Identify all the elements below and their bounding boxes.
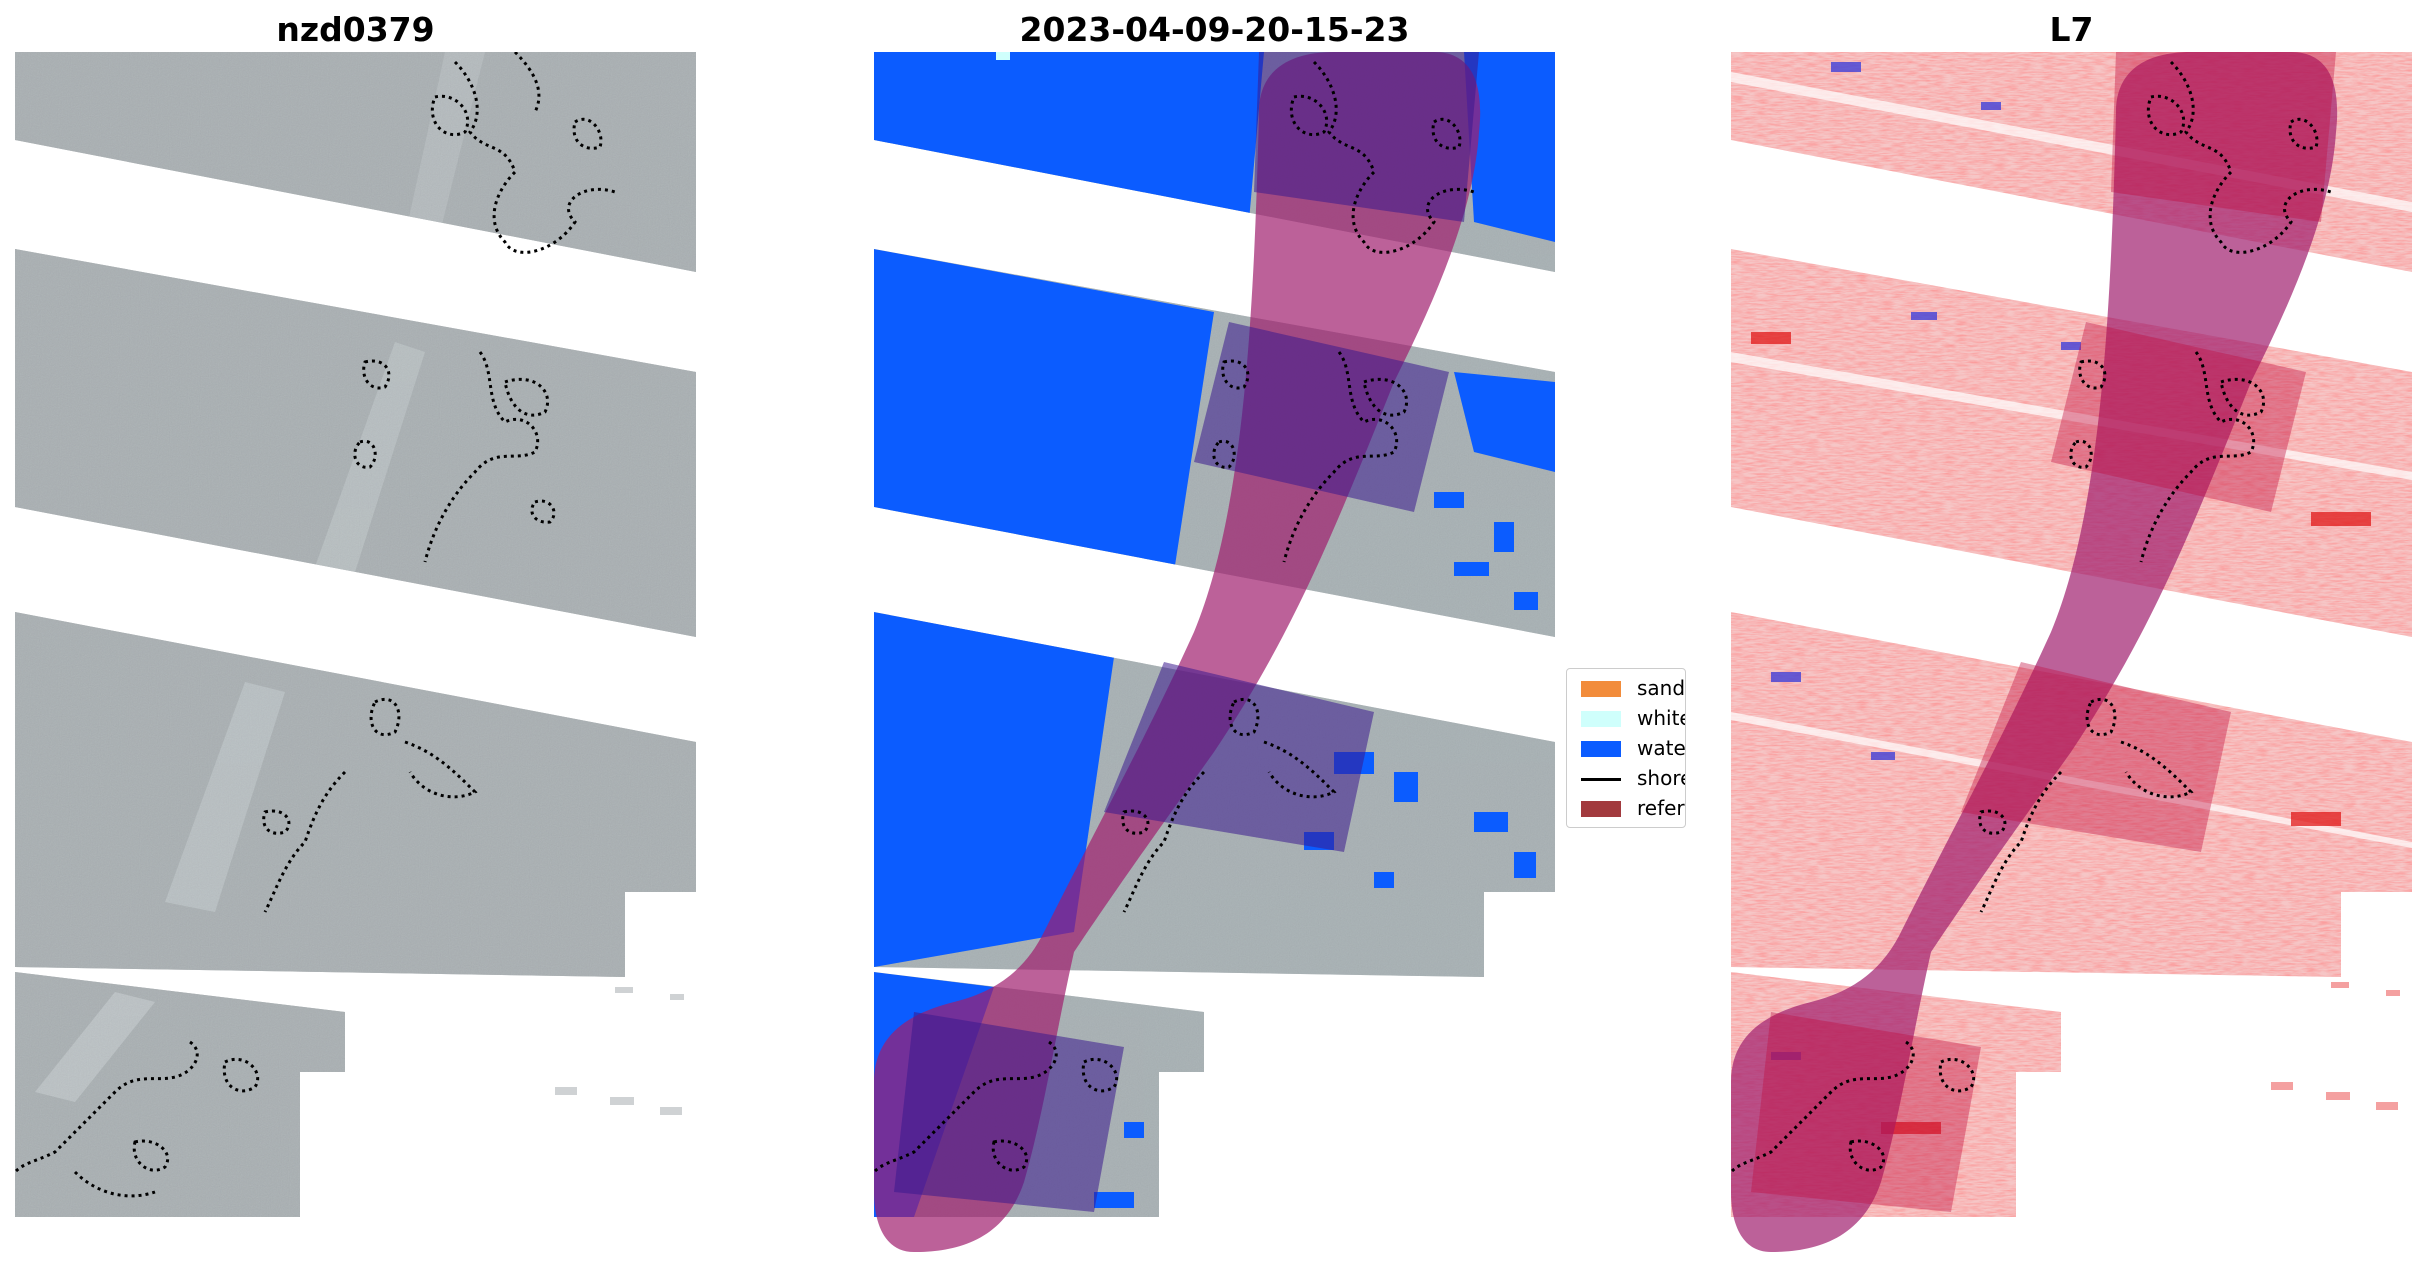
legend-swatch-whitewater bbox=[1581, 711, 1621, 727]
legend-item-water: water bbox=[1575, 736, 1686, 760]
legend-item-reference: reference bbox=[1575, 796, 1685, 820]
legend-label-whitewater: whitewat bbox=[1637, 706, 1685, 730]
buffer-index-segments bbox=[1751, 52, 2336, 1212]
image-panel-title: nzd0379 bbox=[276, 10, 435, 49]
legend-line-shoreline bbox=[1581, 778, 1621, 781]
legend-item-sand: sand bbox=[1575, 676, 1686, 700]
legend-swatch-reference bbox=[1581, 801, 1621, 817]
legend-swatch-water bbox=[1581, 741, 1621, 757]
classification-panel bbox=[874, 52, 1555, 1269]
buffer-classified-segments bbox=[894, 52, 1479, 1212]
rgb-image-panel bbox=[15, 52, 696, 1269]
index-panel-title: L7 bbox=[2049, 10, 2094, 49]
legend-swatch-sand bbox=[1581, 681, 1621, 697]
shoreline-contours bbox=[1731, 60, 2332, 1174]
legend-label-water: water bbox=[1637, 736, 1686, 760]
shoreline-contours bbox=[874, 60, 1475, 1174]
shoreline-contours bbox=[15, 52, 616, 1198]
legend-label-sand: sand bbox=[1637, 676, 1686, 700]
legend-label-reference: reference bbox=[1637, 796, 1685, 820]
reference-buffer-overlay bbox=[1731, 52, 2338, 1252]
legend-label-shoreline: shoreline bbox=[1637, 766, 1685, 790]
small-pixel-gaps bbox=[2271, 982, 2400, 1110]
legend-item-whitewater: whitewat bbox=[1575, 706, 1685, 730]
legend-item-shoreline: shoreline bbox=[1575, 766, 1685, 790]
imagery-stripes bbox=[15, 52, 696, 1217]
index-map-panel bbox=[1731, 52, 2412, 1269]
classification-legend: sand whitewat water shoreline reference bbox=[1566, 668, 1686, 828]
classification-panel-title: 2023-04-09-20-15-23 bbox=[1019, 10, 1410, 49]
small-pixel-gaps bbox=[555, 987, 684, 1115]
